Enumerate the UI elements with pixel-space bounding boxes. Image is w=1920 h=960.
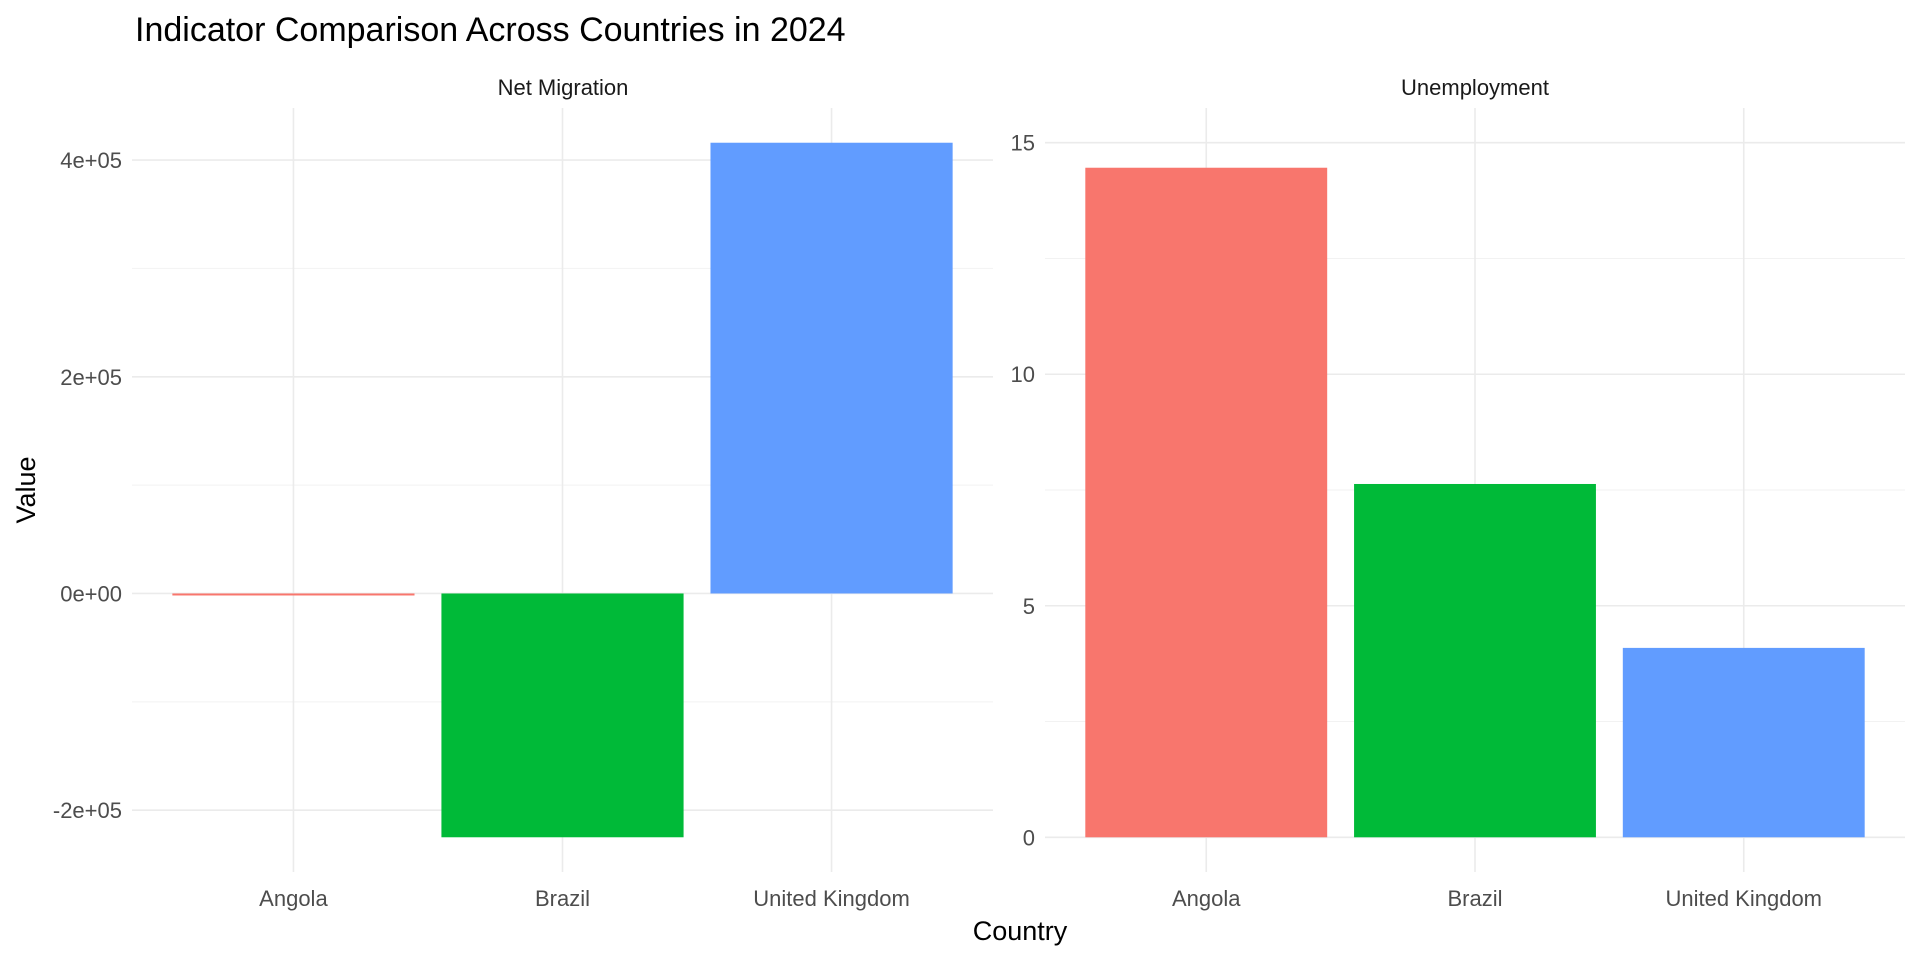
net-migration-bar-brazil: [441, 593, 684, 838]
net-migration-y-tick-label: 0e+00: [60, 581, 122, 606]
unemployment-y-tick-label: 10: [1011, 362, 1035, 387]
net-migration-y-tick-label: 2e+05: [60, 365, 122, 390]
facet-panels: -2e+05 0e+00 2e+05 4e+05 Angola Brazil United …: [53, 108, 1905, 911]
facet-label-unemployment: Unemployment: [1401, 75, 1549, 100]
net-migration-y-tick-label: -2e+05: [53, 798, 122, 823]
net-migration-bar-united-kingdom: [710, 142, 953, 594]
net-migration-x-tick-label-angola: Angola: [259, 886, 328, 911]
net-migration-x-tick-label-brazil: Brazil: [535, 886, 590, 911]
unemployment-bar-brazil: [1354, 483, 1596, 838]
unemployment-x-tick-label-angola: Angola: [1172, 886, 1241, 911]
unemployment-y-tick-label: 15: [1011, 131, 1035, 156]
facet-label-net-migration: Net Migration: [498, 75, 629, 100]
chart-title: Indicator Comparison Across Countries in…: [135, 11, 846, 49]
unemployment-bar-united-kingdom: [1622, 647, 1865, 838]
unemployment-x-tick-label-brazil: Brazil: [1447, 886, 1502, 911]
unemployment-x-tick-label-united-kingdom: United Kingdom: [1665, 886, 1822, 911]
net-migration-y-tick-label: 4e+05: [60, 148, 122, 173]
unemployment-y-tick-label: 0: [1023, 825, 1035, 850]
net-migration-x-tick-label-united-kingdom: United Kingdom: [753, 886, 910, 911]
x-axis-title: Country: [973, 916, 1068, 946]
net-migration-bar-angola: [172, 593, 415, 596]
y-axis-title: Value: [11, 456, 41, 523]
unemployment-y-tick-label: 5: [1023, 594, 1035, 619]
unemployment-bar-angola: [1085, 167, 1328, 838]
